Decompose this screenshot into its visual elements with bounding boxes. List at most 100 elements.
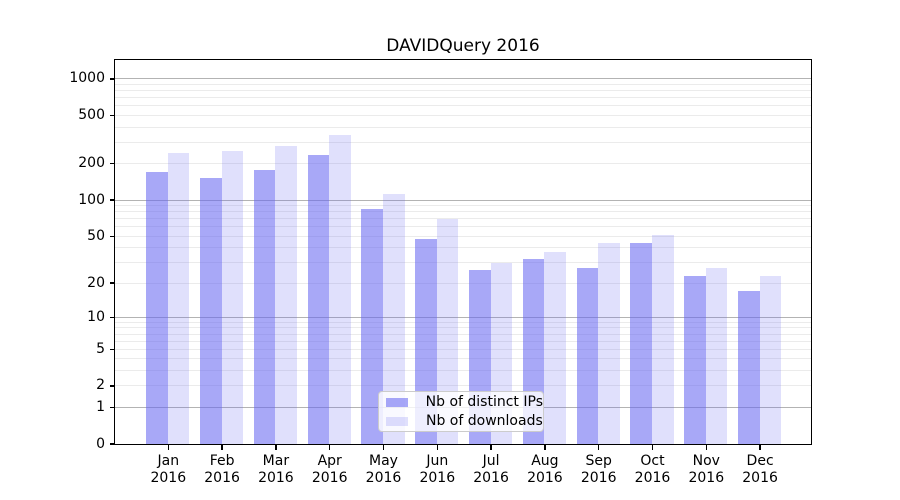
y-tick-mark [109,443,115,445]
x-tick-mark [167,445,169,450]
x-tick-mark [651,445,654,450]
x-tick-mark [544,445,546,450]
y-tick-mark [109,316,115,318]
gridline-minor [115,205,811,207]
chart-title: DAVIDQuery 2016 [386,36,540,56]
gridline-minor [115,126,811,128]
gridline-minor [115,163,811,165]
y-tick-label: 5 [96,340,105,357]
bar-downloads-mar [275,146,297,444]
gridline-minor [115,83,811,85]
legend: Nb of distinct IPs Nb of downloads [378,391,544,432]
x-tick-mark [382,445,385,450]
y-tick-label: 2 [96,377,105,394]
bar-downloads-oct [652,235,674,444]
gridline-minor [115,282,811,284]
x-tick-label-may: May 2016 [365,453,402,486]
y-tick-label: 100 [78,191,105,208]
gridline-minor [115,327,811,329]
y-tick-label: 0 [96,435,105,452]
x-tick-mark [759,445,761,450]
gridline-minor [115,385,811,387]
y-tick-label: 10 [87,308,105,325]
x-tick-label-aug: Aug 2016 [527,453,563,486]
bar-downloads-sep [598,242,620,444]
bar-distinct-ips-may [361,209,383,444]
x-tick-label-sep: Sep 2016 [580,453,617,486]
y-tick-mark [109,406,115,409]
bar-distinct-ips-sep [576,267,599,444]
bar-downloads-aug [544,251,566,444]
gridline-minor [115,114,811,116]
x-tick-label-jan: Jan 2016 [150,453,187,486]
x-tick-mark [275,445,277,450]
bar-distinct-ips-mar [253,169,276,444]
gridline-minor [115,218,811,220]
bar-distinct-ips-nov [684,276,706,444]
y-tick-mark [109,163,115,165]
x-tick-mark [490,445,492,450]
x-tick-mark [329,445,331,450]
bar-downloads-may [383,194,405,444]
bar-downloads-feb [221,151,244,444]
x-tick-mark [436,445,438,450]
bar-distinct-ips-feb [200,178,222,444]
y-tick-label: 1 [96,398,105,415]
gridline-minor [115,235,811,237]
x-tick-label-oct: Oct 2016 [634,453,671,486]
bar-distinct-ips-apr [307,154,330,444]
bar-downloads-jan [167,153,190,444]
gridline-minor [115,90,811,92]
y-tick-mark [109,235,115,237]
y-tick-mark [109,282,115,284]
bar-downloads-dec [759,276,782,444]
x-tick-label-dec: Dec 2016 [742,453,778,486]
x-tick-label-nov: Nov 2016 [688,453,725,486]
y-tick-mark [109,348,115,350]
bar-downloads-apr [329,134,351,444]
gridline-minor [115,370,811,372]
gridline-minor [115,358,811,360]
bar-distinct-ips-dec [738,291,760,444]
y-tick-label: 500 [78,106,105,123]
legend-item-distinct-ips: Nb of distinct IPs [386,394,543,410]
gridline-minor [115,262,811,264]
y-tick-mark [109,114,115,117]
x-tick-label-jul: Jul 2016 [473,453,509,486]
y-tick-label: 200 [78,155,105,172]
x-tick-label-feb: Feb 2016 [204,453,240,486]
gridline-minor [115,97,811,99]
x-tick-label-apr: Apr 2016 [311,453,348,486]
x-tick-mark [705,445,707,450]
bar-distinct-ips-oct [630,242,652,444]
gridline-minor [115,321,811,323]
x-tick-label-jun: Jun 2016 [419,453,456,486]
legend-item-downloads: Nb of downloads [386,413,543,429]
legend-swatch-distinct-ips [386,397,408,407]
x-tick-label-mar: Mar 2016 [258,453,294,486]
bar-distinct-ips-jan [146,172,168,444]
gridline-minor [115,211,811,213]
gridline-major [115,199,811,201]
x-tick-mark [598,445,600,450]
x-tick-mark [221,445,223,450]
y-tick-label: 50 [87,227,105,244]
gridline-minor [115,105,811,107]
gridline-minor [115,141,811,143]
y-tick-mark [109,385,115,387]
gridline-minor [115,333,811,335]
gridline-major [115,316,811,318]
gridline-minor [115,226,811,228]
legend-swatch-downloads [386,416,408,426]
y-tick-mark [109,199,115,201]
gridline-major [115,78,811,80]
y-tick-label: 1000 [69,70,105,87]
bar-downloads-nov [705,267,728,444]
y-tick-mark [109,78,115,80]
gridline-minor [115,340,811,342]
plot-area: Nb of distinct IPs Nb of downloads [115,60,811,444]
gridline-minor [115,348,811,350]
gridline-minor [115,247,811,249]
y-tick-label: 20 [87,274,105,291]
